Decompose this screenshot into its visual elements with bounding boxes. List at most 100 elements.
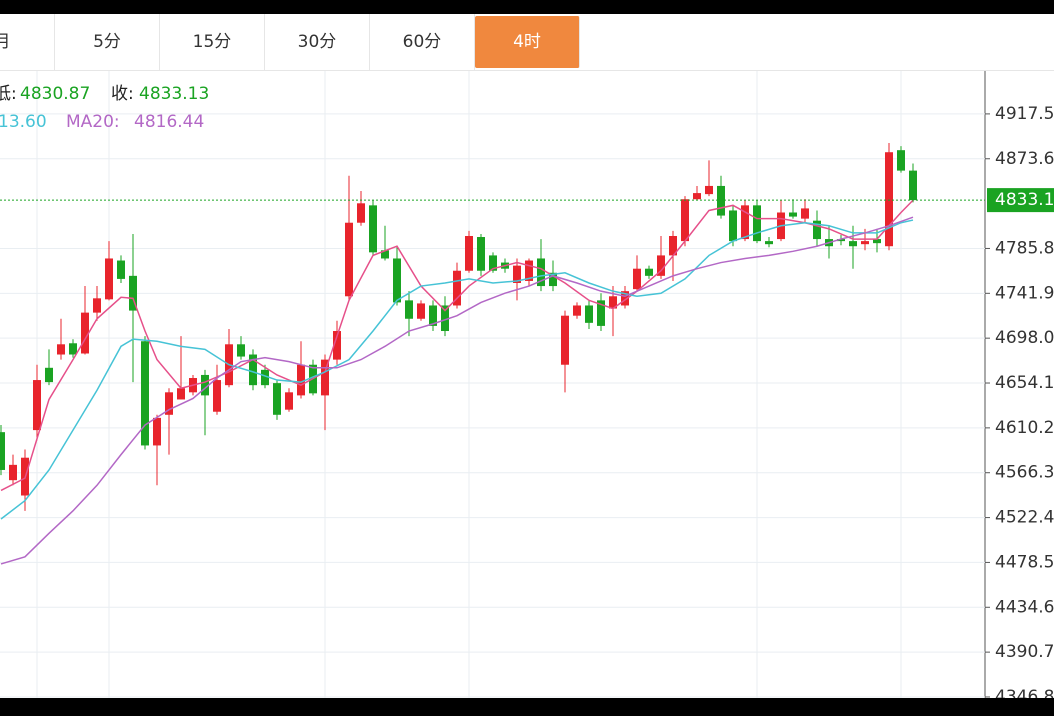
- candle-body: [45, 367, 53, 383]
- low-label: 低:: [0, 84, 17, 104]
- candle-body: [645, 268, 653, 276]
- candle-body: [261, 369, 269, 386]
- candle-body: [813, 220, 821, 240]
- candle-body: [837, 239, 845, 242]
- candle-body: [249, 354, 257, 386]
- ma20-label: MA20:: [66, 112, 120, 132]
- close-value: 4833.13: [139, 84, 209, 104]
- candle-body: [801, 208, 809, 219]
- candle-body: [789, 212, 797, 217]
- candle-body: [897, 150, 905, 171]
- ma10-value: 13.60: [0, 112, 47, 132]
- y-tick-label: 4654.10: [995, 373, 1054, 393]
- y-tick-label: 4346.80: [995, 687, 1054, 698]
- period-tab[interactable]: 15分: [160, 14, 265, 70]
- y-tick-label: 4390.70: [995, 642, 1054, 662]
- candle-body: [873, 239, 881, 244]
- y-tick-label: 4785.81: [995, 238, 1054, 258]
- candle-body: [489, 255, 497, 271]
- ma20-value: 4816.44: [134, 112, 204, 132]
- candle-body: [525, 260, 533, 281]
- candle-body: [741, 205, 749, 240]
- period-tab[interactable]: 月: [0, 14, 55, 70]
- chart: 4917.51 4873.61 4785.81 4741.90 4698.00 4654.…: [0, 71, 1054, 698]
- candle-body: [549, 272, 557, 287]
- candle-body: [393, 258, 401, 303]
- y-tick-label: 4698.00: [995, 328, 1054, 348]
- candle-body: [729, 210, 737, 242]
- low-value: 4830.87: [20, 84, 90, 104]
- candle-body: [681, 199, 689, 242]
- y-tick-label: 4873.61: [995, 149, 1054, 169]
- vertical-grid: [36, 71, 902, 698]
- candle-body: [753, 205, 761, 242]
- candle-body: [381, 250, 389, 259]
- ma-line: [0, 219, 914, 520]
- candle-body: [441, 305, 449, 332]
- candle-body: [405, 300, 413, 319]
- candle-body: [705, 185, 713, 195]
- period-tab[interactable]: 4时: [475, 16, 580, 68]
- candle-body: [213, 380, 221, 412]
- candle-body: [609, 296, 617, 309]
- period-tabs: 月 5分 15分 30分 60分 4时: [0, 14, 1054, 71]
- candle-body: [633, 268, 641, 290]
- candle-body: [9, 464, 17, 481]
- ma-line: [0, 216, 914, 565]
- y-tick-label: 4434.60: [995, 597, 1054, 617]
- close-label: 收:: [111, 84, 134, 104]
- candle-body: [585, 305, 593, 323]
- candle-body: [201, 374, 209, 396]
- candle-body: [669, 236, 677, 256]
- candle-body: [33, 380, 41, 431]
- current-price-box: [987, 188, 1054, 213]
- candle-body: [597, 300, 605, 326]
- candle-body: [297, 364, 305, 396]
- candle-body: [621, 291, 629, 306]
- candle-body: [657, 255, 665, 276]
- candle-body: [237, 344, 245, 357]
- candle-body: [885, 152, 893, 247]
- candle-body: [273, 383, 281, 415]
- candle-body: [93, 298, 101, 313]
- candle-body: [141, 341, 149, 446]
- candle-body: [765, 241, 773, 245]
- ma-line: [0, 199, 914, 492]
- candle-body: [321, 359, 329, 396]
- candle-body: [357, 203, 365, 223]
- candle-body: [453, 270, 461, 306]
- candle-body: [717, 185, 725, 216]
- candle-body: [693, 193, 701, 200]
- candle-body: [333, 331, 341, 360]
- period-tab[interactable]: 30分: [265, 14, 370, 70]
- y-tick-label: 4610.20: [995, 418, 1054, 438]
- candle-body: [369, 205, 377, 253]
- candle-body: [81, 312, 89, 354]
- candle-body: [285, 392, 293, 410]
- y-tick-label: 4917.51: [995, 104, 1054, 124]
- candle-body: [861, 241, 869, 245]
- y-tick-label: 4478.50: [995, 552, 1054, 572]
- candle-body: [153, 417, 161, 446]
- candle-body: [561, 315, 569, 365]
- candle-body: [573, 305, 581, 316]
- current-price-label: 4833.13: [995, 190, 1054, 210]
- y-tick-label: 4522.40: [995, 508, 1054, 528]
- candle-body: [477, 237, 485, 271]
- candle-body: [105, 258, 113, 300]
- period-tab[interactable]: 5分: [55, 14, 160, 70]
- candle-body: [117, 260, 125, 279]
- candle-body: [537, 258, 545, 287]
- candle-body: [177, 388, 185, 400]
- candle-body: [345, 222, 353, 297]
- candle-body: [429, 305, 437, 326]
- candle-body: [849, 241, 857, 247]
- y-tick-label: 4741.90: [995, 283, 1054, 303]
- y-tick-label: 4566.30: [995, 463, 1054, 483]
- candle-body: [57, 344, 65, 355]
- candle-body: [909, 170, 917, 201]
- candle-body: [513, 265, 521, 283]
- candle-body: [465, 236, 473, 271]
- period-tab[interactable]: 60分: [370, 14, 475, 70]
